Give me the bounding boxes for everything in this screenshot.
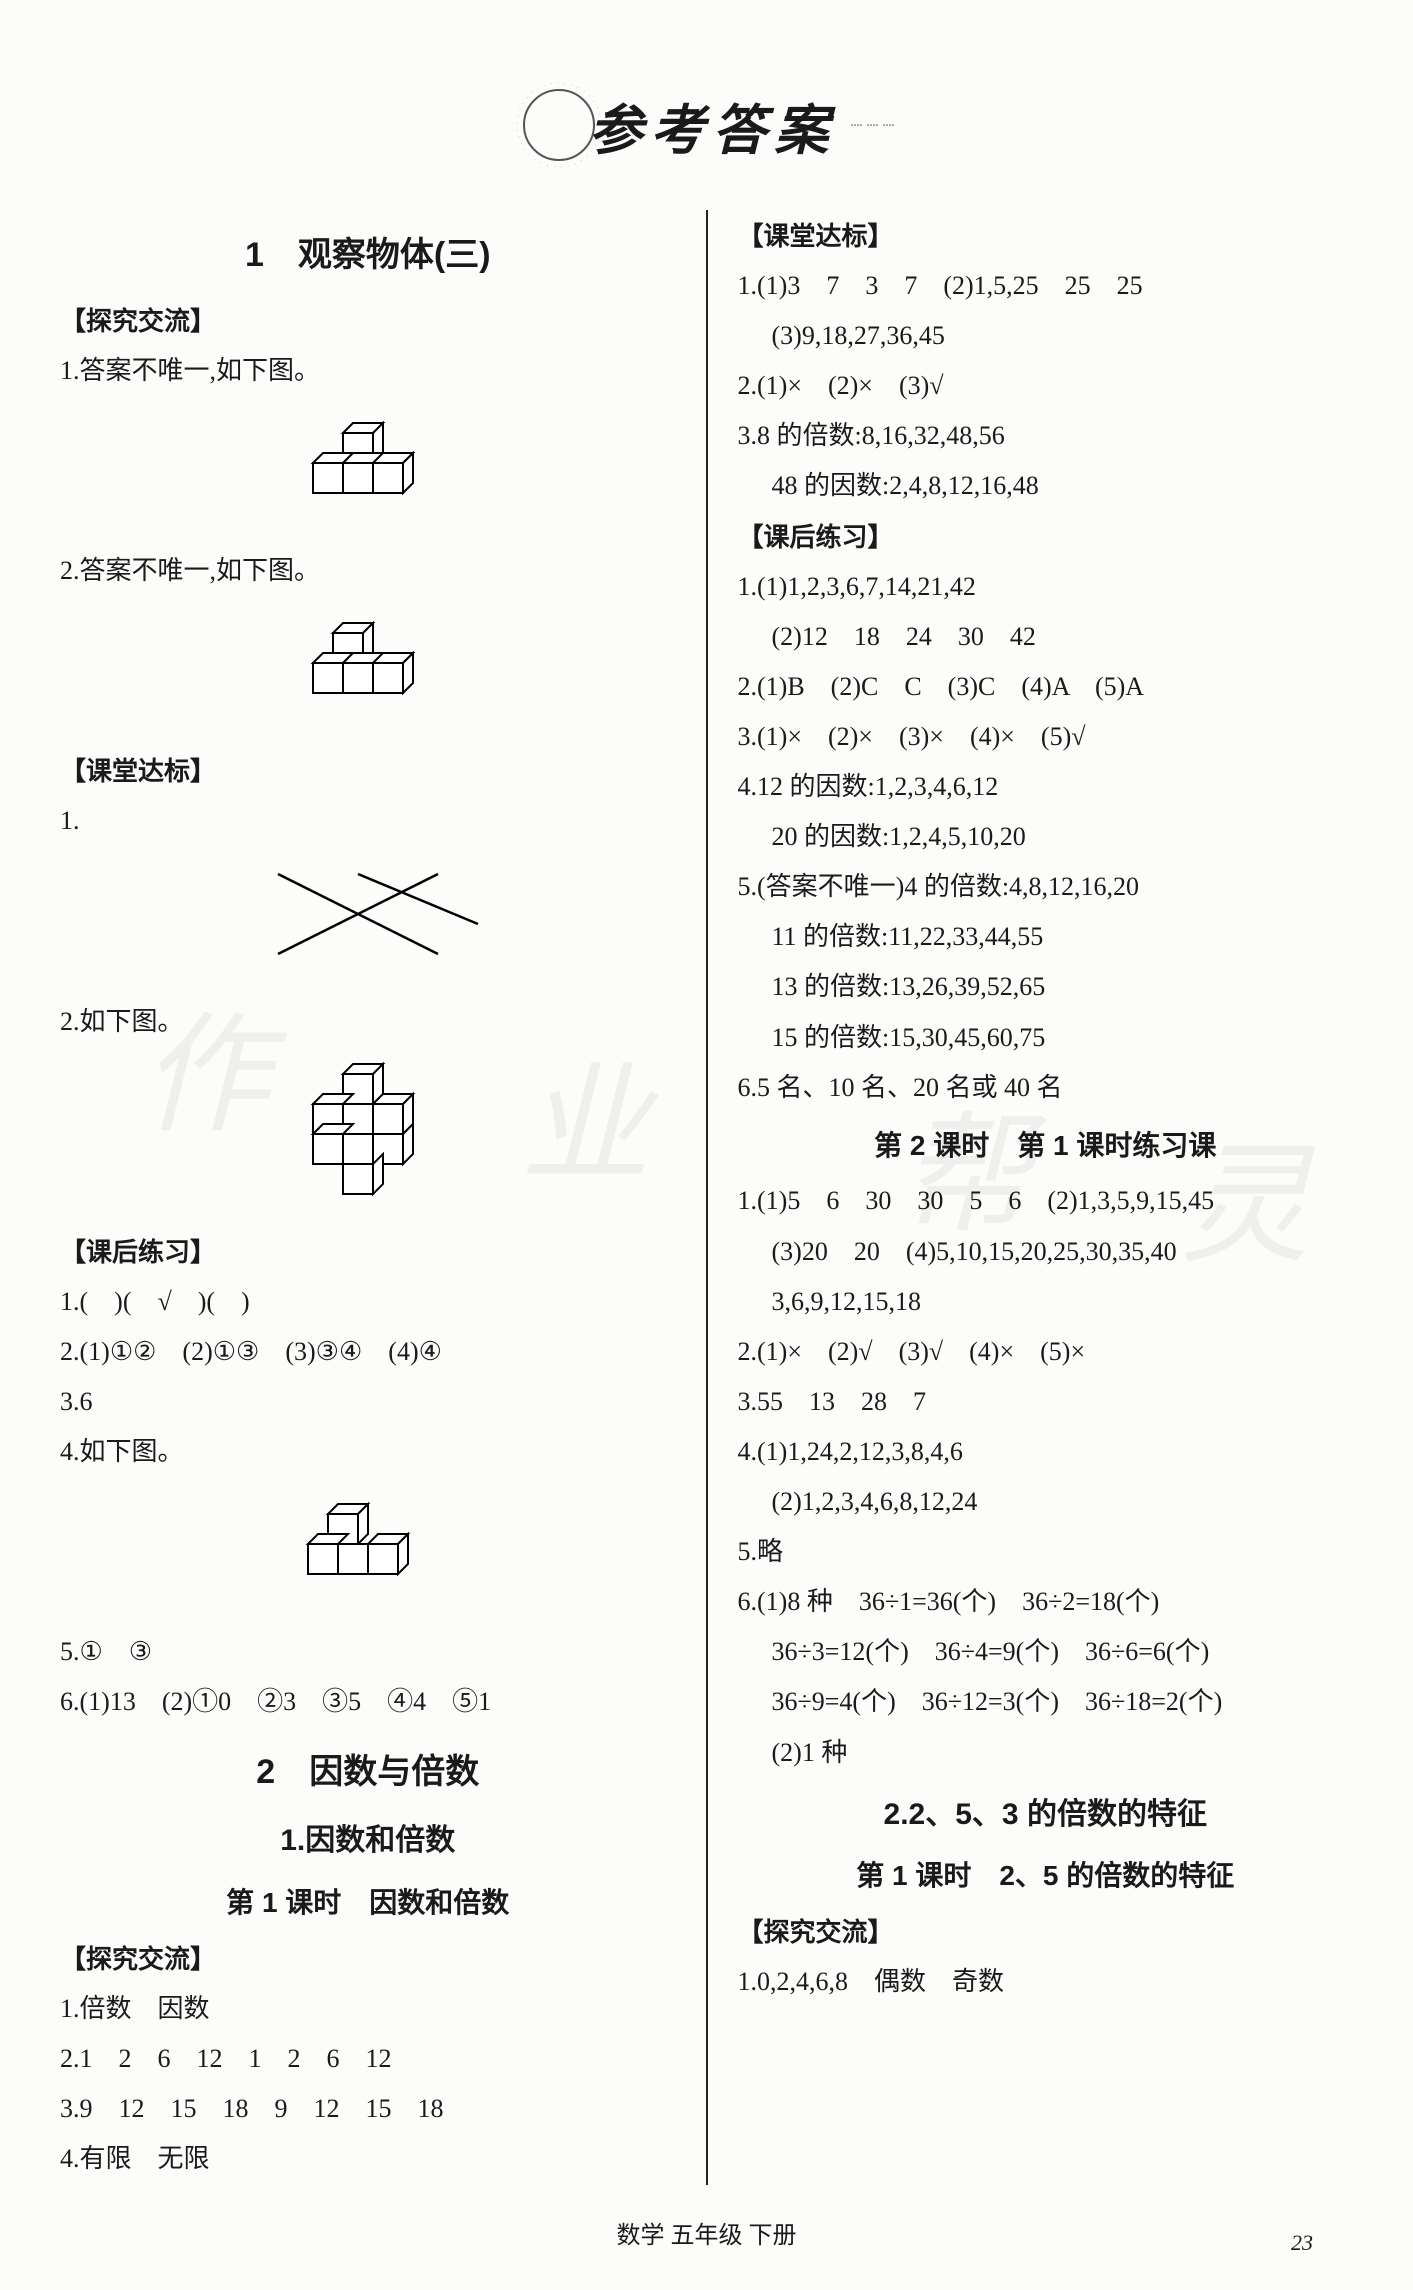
answer-line: 5.(答案不唯一)4 的倍数:4,8,12,16,20 — [738, 863, 1354, 911]
answer-line: 4.有限 无限 — [60, 2135, 676, 2183]
answer-line: 2.(1)①② (2)①③ (3)③④ (4)④ — [60, 1328, 676, 1376]
answer-line: 11 的倍数:11,22,33,44,55 — [738, 913, 1354, 961]
answer-line: 5.① ③ — [60, 1628, 676, 1676]
cube-figure-1 — [60, 403, 676, 539]
cube-figure-4 — [60, 1484, 676, 1620]
answer-line: 3,6,9,12,15,18 — [738, 1278, 1354, 1326]
page-number: 23 — [1291, 2230, 1313, 2256]
answer-line: 2.答案不唯一,如下图。 — [60, 547, 676, 595]
answer-line: 2.(1)B (2)C C (3)C (4)A (5)A — [738, 663, 1354, 711]
answer-line: 36÷3=12(个) 36÷4=9(个) 36÷6=6(个) — [738, 1628, 1354, 1676]
answer-line: 4.12 的因数:1,2,3,4,6,12 — [738, 763, 1354, 811]
answer-line: 36÷9=4(个) 36÷12=3(个) 36÷18=2(个) — [738, 1678, 1354, 1726]
section-tag-explore: 【探究交流】 — [60, 297, 676, 345]
left-column: 1 观察物体(三) 【探究交流】 1.答案不唯一,如下图。 — [60, 210, 706, 2185]
answer-line: 3.8 的倍数:8,16,32,48,56 — [738, 412, 1354, 460]
answer-line: 4.如下图。 — [60, 1428, 676, 1476]
section-tag-class: 【课堂达标】 — [738, 212, 1354, 260]
answer-line: (2)1,2,3,4,6,8,12,24 — [738, 1478, 1354, 1526]
answer-line: 6.(1)8 种 36÷1=36(个) 36÷2=18(个) — [738, 1578, 1354, 1626]
answer-line: 6.5 名、10 名、20 名或 40 名 — [738, 1064, 1354, 1112]
answer-line: 1.(1)1,2,3,6,7,14,21,42 — [738, 563, 1354, 611]
page-title-wrap: 参考答案 ┈┈┈ — [60, 80, 1353, 170]
answer-line: (2)1 种 — [738, 1729, 1354, 1777]
section-tag-after: 【课后练习】 — [738, 513, 1354, 561]
section-tag-explore: 【探究交流】 — [60, 1935, 676, 1983]
answer-line: 1.0,2,4,6,8 偶数 奇数 — [738, 1958, 1354, 2006]
answer-line: 48 的因数:2,4,8,12,16,48 — [738, 462, 1354, 510]
answer-line: 3.6 — [60, 1378, 676, 1426]
answer-line: 1.(1)5 6 30 30 5 6 (2)1,3,5,9,15,45 — [738, 1177, 1354, 1225]
sub-title: 1.因数和倍数 — [60, 1813, 676, 1869]
title-circle-icon — [514, 80, 604, 170]
answer-line: 6.(1)13 (2)①0 ②3 ③5 ④4 ⑤1 — [60, 1678, 676, 1726]
answer-line: 1.答案不唯一,如下图。 — [60, 347, 676, 395]
answer-line: 1.( )( √ )( ) — [60, 1278, 676, 1326]
answer-line: 15 的倍数:15,30,45,60,75 — [738, 1014, 1354, 1062]
cube-figure-3 — [60, 1054, 676, 1220]
unit-title: 2 因数与倍数 — [60, 1741, 676, 1804]
answer-line: 20 的因数:1,2,4,5,10,20 — [738, 813, 1354, 861]
section-tag-explore: 【探究交流】 — [738, 1908, 1354, 1956]
answer-line: (3)20 20 (4)5,10,15,20,25,30,35,40 — [738, 1228, 1354, 1276]
answer-line: (3)9,18,27,36,45 — [738, 312, 1354, 360]
answer-line: 3.9 12 15 18 9 12 15 18 — [60, 2085, 676, 2133]
answer-line: 4.(1)1,24,2,12,3,8,4,6 — [738, 1428, 1354, 1476]
answer-line: 13 的倍数:13,26,39,52,65 — [738, 963, 1354, 1011]
answer-line: 1.倍数 因数 — [60, 1985, 676, 2033]
title-dashes: ┈┈┈ — [850, 113, 898, 138]
answer-line: 5.略 — [738, 1528, 1354, 1576]
answer-line: 2.如下图。 — [60, 998, 676, 1046]
answer-line: 3.55 13 28 7 — [738, 1378, 1354, 1426]
answer-line: 1. — [60, 797, 676, 845]
unit-title: 1 观察物体(三) — [60, 224, 676, 287]
answer-line: 2.(1)× (2)× (3)√ — [738, 362, 1354, 410]
page-title: 参考答案 — [588, 101, 836, 161]
answer-line: (2)12 18 24 30 42 — [738, 613, 1354, 661]
answer-line: 1.(1)3 7 3 7 (2)1,5,25 25 25 — [738, 262, 1354, 310]
lesson-title: 第 1 课时 因数和倍数 — [60, 1877, 676, 1929]
page-footer: 数学 五年级 下册 23 — [60, 2215, 1353, 2250]
sub-title: 2.2、5、3 的倍数的特征 — [738, 1787, 1354, 1843]
right-column: 【课堂达标】 1.(1)3 7 3 7 (2)1,5,25 25 25 (3)9… — [708, 210, 1354, 2185]
section-tag-class: 【课堂达标】 — [60, 747, 676, 795]
lesson-title: 第 1 课时 2、5 的倍数的特征 — [738, 1850, 1354, 1902]
section-tag-after: 【课后练习】 — [60, 1228, 676, 1276]
lesson-title: 第 2 课时 第 1 课时练习课 — [738, 1120, 1354, 1172]
answer-line: 2.(1)× (2)√ (3)√ (4)× (5)× — [738, 1328, 1354, 1376]
answer-line: 3.(1)× (2)× (3)× (4)× (5)√ — [738, 713, 1354, 761]
content-columns: 1 观察物体(三) 【探究交流】 1.答案不唯一,如下图。 — [60, 210, 1353, 2185]
cube-figure-2 — [60, 603, 676, 739]
footer-text: 数学 五年级 下册 — [617, 2223, 797, 2249]
matching-figure — [60, 854, 676, 990]
answer-line: 2.1 2 6 12 1 2 6 12 — [60, 2035, 676, 2083]
